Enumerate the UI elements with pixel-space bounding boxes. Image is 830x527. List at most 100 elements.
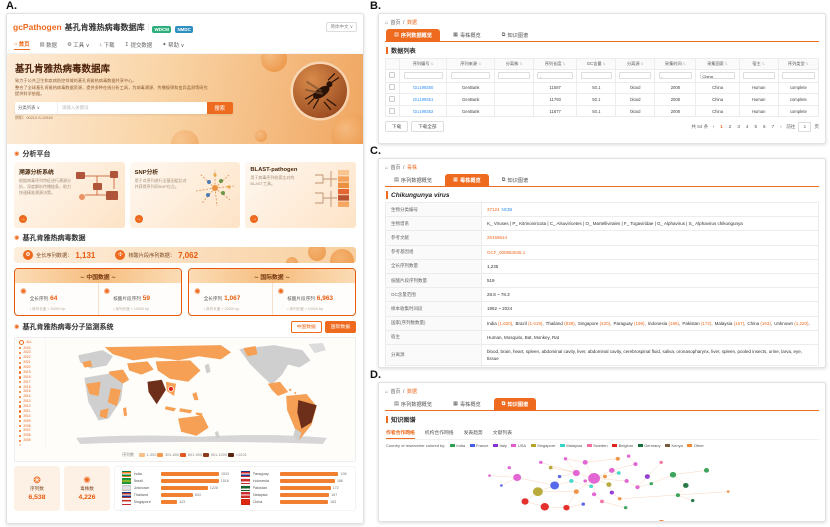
legend-item-malaysia[interactable]: Malaysia	[559, 443, 582, 448]
timeline-year-2019[interactable]: 2019	[19, 370, 45, 374]
nav-item-2[interactable]: ⚙ 工具 ∨	[66, 41, 90, 49]
author-node-41[interactable]	[602, 474, 607, 479]
legend-item-other[interactable]: Other	[687, 443, 704, 448]
timeline-year-2017[interactable]: 2017	[19, 380, 45, 384]
legend-item-germany[interactable]: Germany	[637, 443, 661, 448]
timeline-year-2016[interactable]: 2016	[19, 385, 45, 389]
monitor-toggle-0[interactable]: 中国数据	[290, 320, 322, 333]
author-node-35[interactable]	[623, 506, 628, 510]
author-node-25[interactable]	[600, 499, 604, 504]
row-checkbox[interactable]	[389, 84, 396, 91]
country-bar-row-brazil[interactable]: Brazil 1516	[122, 477, 229, 485]
sort-icon[interactable]: ⇅	[562, 62, 566, 66]
column-header[interactable]: 序列类型 ⇅	[777, 58, 820, 70]
column-filter-input[interactable]	[619, 71, 652, 79]
tab-2[interactable]: ⧉ 知识图谱	[501, 176, 529, 184]
tab-1[interactable]: ▦ 毒株概览	[445, 174, 489, 186]
column-filter-input[interactable]: -	[537, 72, 573, 80]
timeline-year-2006[interactable]: 2006	[19, 434, 45, 438]
author-node-9[interactable]	[624, 479, 629, 483]
sort-icon[interactable]: ⇅	[682, 62, 686, 66]
tab-1[interactable]: ▦ 毒株概览	[453, 401, 481, 408]
tab-1[interactable]: ▦ 毒株概览	[453, 32, 481, 39]
column-header[interactable]: 序列来源 ⇅	[446, 58, 496, 70]
column-header[interactable]: 采集时间 ⇅	[654, 58, 697, 70]
column-filter-input[interactable]	[781, 71, 815, 79]
author-node-0[interactable]	[588, 473, 600, 484]
partner-badge-wdcm[interactable]: WDCM	[152, 26, 171, 33]
table-row[interactable]: GU199350 GenBank 11587 50.1 blood 2008 China Hu…	[385, 81, 820, 95]
platform-card-1[interactable]: SNP分析 用于对序列进行全基因组比对并获得序列间SNP位点。 →	[129, 162, 241, 228]
author-node-39[interactable]	[626, 454, 631, 458]
timeline-year-2015[interactable]: 2015	[19, 390, 45, 394]
subtab-3[interactable]: 文献列表	[492, 431, 512, 436]
page-4[interactable]: 4	[745, 124, 749, 130]
info-link[interactable]: GCF_000854045.1	[487, 249, 526, 255]
author-node-18[interactable]	[609, 490, 615, 495]
column-filter-input[interactable]	[403, 71, 443, 79]
arrow-circle-icon[interactable]: →	[250, 215, 259, 223]
nav-item-5[interactable]: ✦ 帮助 ∨	[162, 41, 185, 49]
author-node-37[interactable]	[488, 474, 491, 477]
sort-icon[interactable]: ⇅	[761, 62, 765, 66]
select-all-checkbox[interactable]	[389, 72, 396, 79]
arrow-circle-icon[interactable]: →	[134, 215, 143, 223]
author-node-40[interactable]	[659, 460, 663, 464]
sort-icon[interactable]: ⇅	[805, 62, 809, 66]
tab-2[interactable]: ⧉ 知识图谱	[501, 31, 529, 39]
author-node-22[interactable]	[540, 503, 549, 511]
timeline-year-2012[interactable]: 2012	[19, 404, 45, 408]
column-filter-input[interactable]	[580, 71, 613, 79]
timeline-year-2018[interactable]: 2018	[19, 375, 45, 379]
author-node-32[interactable]	[690, 498, 695, 503]
table-row[interactable]: GU199351 GenBank 11793 50.1 blood 2008 China Hu…	[385, 93, 820, 106]
author-node-23[interactable]	[563, 504, 570, 511]
legend-item-india[interactable]: India	[449, 443, 465, 448]
partner-badge-nmdc[interactable]: NMDC	[175, 26, 193, 33]
search-input[interactable]: 请输入关键词	[58, 101, 207, 114]
author-node-2[interactable]	[609, 467, 615, 473]
author-collaboration-network[interactable]	[385, 449, 815, 513]
timeline-year-2014[interactable]: 2014	[19, 395, 45, 399]
page-5[interactable]: 5	[754, 124, 758, 130]
author-node-5[interactable]	[563, 457, 568, 461]
country-bar-row-unknown[interactable]: Unknown 1228	[122, 484, 229, 492]
tab-0[interactable]: ▤ 序列数据概览	[394, 401, 433, 408]
country-bar-row-paraguay[interactable]: Paraguay 198	[241, 470, 348, 478]
info-link[interactable]: 37124	[487, 207, 500, 212]
timeline-year-2020[interactable]: 2020	[19, 365, 45, 369]
country-bar-row-thailand[interactable]: Thailand 834	[122, 491, 229, 499]
timeline-year-2021[interactable]: 2021	[19, 360, 45, 364]
legend-item-belgium[interactable]: Belgium	[612, 443, 633, 448]
tab-2[interactable]: ⧉ 知识图谱	[493, 398, 537, 410]
author-node-30[interactable]	[683, 482, 689, 488]
sort-icon[interactable]: ⇅	[640, 62, 644, 66]
author-node-26[interactable]	[617, 497, 622, 501]
next-page-button[interactable]: ›	[780, 124, 782, 130]
timeline-year-2013[interactable]: 2013	[19, 399, 45, 403]
legend-item-singapore[interactable]: Singapore	[530, 443, 555, 448]
author-node-20[interactable]	[507, 466, 512, 470]
page-7[interactable]: 7	[771, 124, 775, 130]
search-button[interactable]: 搜索	[206, 101, 233, 114]
page-2[interactable]: 2	[728, 124, 732, 130]
breadcrumb-home[interactable]: 首页	[390, 20, 401, 26]
author-node-43[interactable]	[583, 479, 587, 483]
nav-item-0[interactable]: ⌂ 首页	[14, 41, 30, 50]
timeline-year-2007[interactable]: 2007	[19, 429, 45, 433]
author-node-11[interactable]	[589, 484, 594, 489]
author-node-4[interactable]	[615, 456, 620, 461]
tab-0[interactable]: ▤ 序列数据概览	[394, 177, 433, 184]
author-node-13[interactable]	[557, 474, 562, 479]
country-bar-row-pakistan[interactable]: Pakistan 172	[241, 484, 348, 492]
arrow-circle-icon[interactable]: →	[19, 215, 27, 223]
sort-icon[interactable]: ⇅	[602, 62, 606, 66]
country-bar-row-singapore[interactable]: Singapore 423	[122, 498, 229, 506]
breadcrumb-home[interactable]: 首页	[390, 389, 401, 395]
monitor-toggle-1[interactable]: 国际数据	[324, 320, 356, 333]
column-filter-input[interactable]	[742, 71, 775, 79]
author-node-28[interactable]	[649, 482, 654, 486]
language-switch-button[interactable]: 简体中文 ∨	[326, 22, 357, 32]
column-filter-input[interactable]	[451, 71, 491, 79]
author-node-8[interactable]	[644, 474, 650, 479]
